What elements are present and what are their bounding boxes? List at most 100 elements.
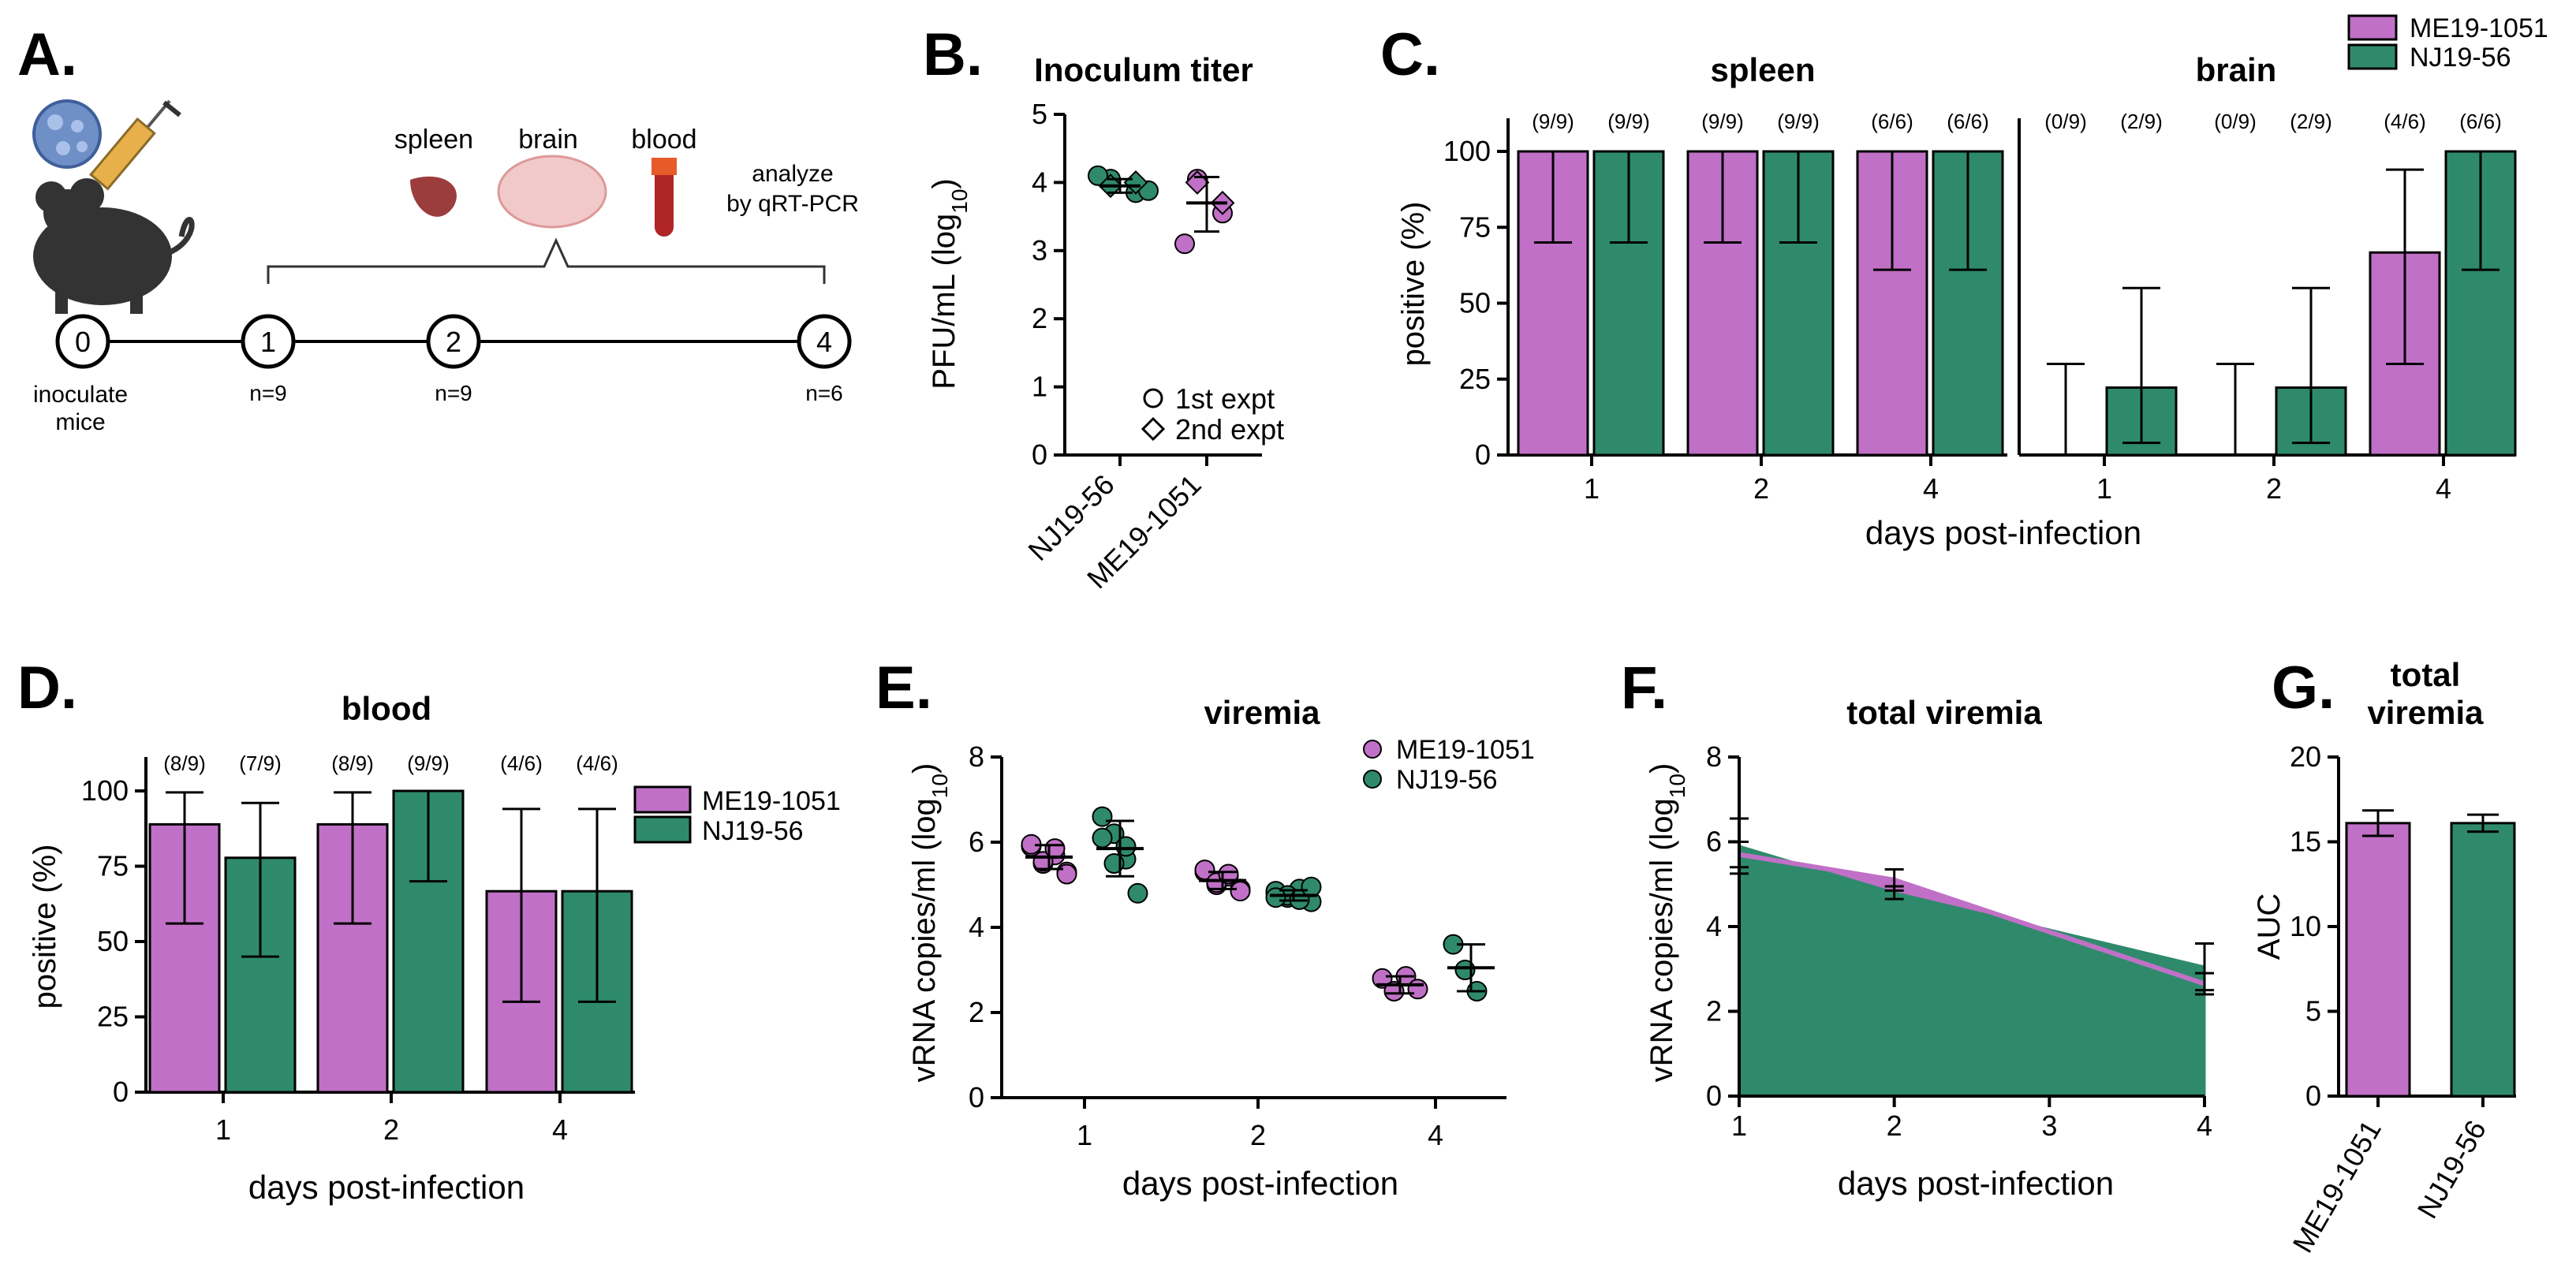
bar-count-label: (9/9) (1777, 110, 1819, 133)
y-axis-label: vRNA copies/ml (log10) (907, 763, 952, 1083)
legend-label: NJ19-56 (1396, 765, 1498, 795)
y-tick-label: 2 (1032, 302, 1047, 334)
bar-count-label: (4/6) (500, 751, 542, 775)
legend-label: ME19-1051 (1396, 735, 1535, 765)
y-tick-label: 3 (1032, 234, 1047, 267)
y-tick-label: 5 (1032, 98, 1047, 130)
y-tick-label: 15 (2290, 826, 2321, 858)
legend-circle-marker (1143, 388, 1163, 408)
panel-e-viremia: viremia 0 2 4 6 8 vRNA copies/ml (log10) days p… (907, 694, 1535, 1202)
timeline-n-label: n=9 (435, 381, 472, 405)
legend-swatch-me (633, 785, 692, 814)
bar-count-label: (2/9) (2120, 110, 2162, 133)
y-tick-label: 0 (1475, 438, 1491, 471)
organ-label-brain: brain (518, 125, 578, 155)
chart-title-line1: total (2391, 656, 2461, 693)
x-tick-label: 2 (1753, 472, 1769, 505)
x-tick-label: ME19-1051 (2286, 1115, 2387, 1259)
timeline-node-label: 1 (260, 326, 276, 358)
bar-count-label: (0/9) (2214, 110, 2256, 133)
y-tick-label: 8 (1706, 740, 1722, 773)
chart-title-spleen: spleen (1710, 51, 1815, 88)
y-tick-label: 0 (2305, 1080, 2321, 1112)
y-tick-label: 1 (1032, 371, 1047, 403)
mouse-icon (33, 178, 195, 314)
y-tick-label: 8 (969, 740, 984, 773)
spleen-icon (410, 176, 457, 217)
organ-label-spleen: spleen (394, 125, 473, 155)
timeline-node-label: 0 (75, 326, 91, 358)
legend-marker-nj (1363, 770, 1382, 789)
organ-label-blood: blood (631, 125, 696, 155)
timeline-n-label: n=9 (249, 381, 287, 405)
panel-letter-g: G. (2272, 655, 2335, 722)
y-tick-label: 2 (969, 996, 984, 1028)
y-tick-label: 75 (1459, 211, 1491, 243)
x-tick-label: 4 (2436, 472, 2451, 505)
panel-letter-d: D. (17, 655, 77, 722)
x-tick-label: 2 (1250, 1119, 1266, 1151)
syringe-icon (89, 99, 181, 191)
y-tick-label: 50 (97, 925, 129, 957)
y-tick-label: 0 (1706, 1080, 1722, 1112)
legend-swatch-nj (633, 815, 692, 844)
bar-count-label: (8/9) (331, 751, 373, 775)
x-tick-label: 2 (383, 1113, 399, 1146)
y-tick-label: 25 (97, 1001, 129, 1033)
bar-count-label: (2/9) (2290, 110, 2331, 133)
x-axis-label: days post-infection (1865, 514, 2141, 551)
data-point (1056, 863, 1077, 885)
panel-d-blood: blood 0 25 50 75 100 positive (%) days post-inf… (28, 690, 841, 1206)
legend-diamond-marker (1141, 416, 1166, 442)
legend-swatch-me (2347, 14, 2398, 41)
bar-count-label: (6/6) (1871, 110, 1913, 133)
data-point (1174, 233, 1195, 255)
chart-title-line2: viremia (2367, 694, 2484, 731)
data-point (1088, 165, 1108, 186)
analyze-text-line2: by qRT-PCR (726, 191, 859, 217)
y-tick-label: 50 (1459, 287, 1491, 319)
y-tick-label: 6 (969, 826, 984, 858)
panel-letter-f: F. (1621, 655, 1667, 722)
x-tick-label: 1 (1731, 1110, 1747, 1142)
bar-count-label: (9/9) (1701, 110, 1743, 133)
legend-swatch-nj (2347, 43, 2398, 70)
sampling-bracket (267, 237, 826, 284)
x-tick-label: 4 (552, 1113, 568, 1146)
timeline-node-label: 4 (816, 326, 832, 358)
bar-count-label: (9/9) (1532, 110, 1574, 133)
bar-count-label: (6/6) (1947, 110, 1988, 133)
y-axis-label: PFU/mL (log10) (927, 178, 972, 390)
timeline-node-day-2 (426, 314, 481, 369)
bar-nj19-56 (2450, 822, 2516, 1098)
bar-me19-1051 (2345, 822, 2411, 1098)
legend-label: ME19-1051 (702, 786, 841, 816)
data-point (1301, 876, 1322, 897)
data-point (1092, 827, 1113, 848)
chart-title: viremia (1204, 694, 1320, 731)
bar-count-label: (9/9) (1607, 110, 1649, 133)
panel-letter-b: B. (923, 21, 983, 88)
y-tick-label: 2 (1706, 995, 1722, 1027)
y-tick-label: 10 (2290, 910, 2321, 942)
data-point (1372, 968, 1393, 989)
inoculate-label-line1: inoculate (33, 382, 128, 408)
y-tick-label: 4 (1032, 166, 1047, 198)
y-tick-label: 100 (1443, 135, 1491, 167)
bar-spleen-nj19-56 (1592, 150, 1665, 457)
chart-title: total viremia (1846, 694, 2042, 731)
data-point (1230, 881, 1251, 902)
timeline-n-label: n=6 (805, 381, 843, 405)
y-tick-label: 4 (969, 911, 984, 943)
data-point (1407, 979, 1428, 1000)
area-nj19-56 (1738, 844, 2206, 1098)
x-tick-label: 4 (2197, 1110, 2212, 1142)
x-tick-label: 2 (1887, 1110, 1902, 1142)
x-tick-label: 1 (1077, 1119, 1092, 1151)
bar-count-label: (7/9) (239, 751, 281, 775)
y-tick-label: 75 (97, 850, 129, 882)
y-tick-label: 20 (2290, 740, 2321, 773)
x-tick-label: 2 (2266, 472, 2282, 505)
